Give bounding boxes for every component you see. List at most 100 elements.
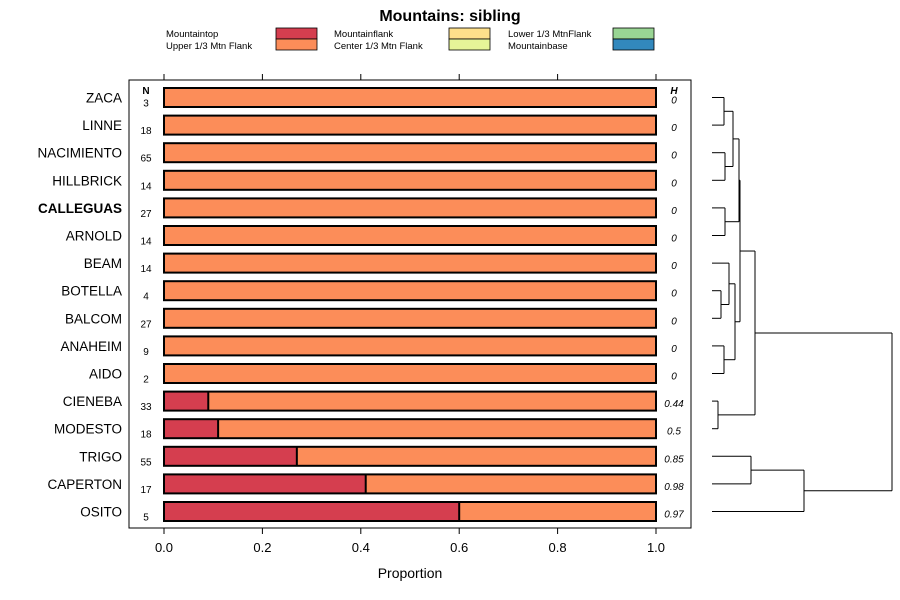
row-label: ANAHEIM: [60, 339, 122, 354]
bar-outline: [163, 225, 657, 246]
n-value: 2: [143, 375, 149, 386]
bar-outline: [163, 473, 657, 495]
row-label: BEAM: [84, 256, 122, 271]
legend-swatch: [448, 27, 491, 40]
h-value: 0: [671, 344, 677, 355]
bar-row: BALCOM 27 0: [65, 307, 677, 330]
legend-swatch: [275, 38, 318, 51]
legend-swatch: [612, 38, 655, 51]
bar-row: ANAHEIM 9 0: [60, 335, 677, 358]
x-axis-title: Proportion: [378, 565, 443, 581]
n-value: 17: [140, 485, 152, 496]
bar-outline: [163, 142, 657, 164]
bar-segment: [164, 281, 656, 301]
bar-outline: [163, 501, 657, 522]
bar-segment: [164, 336, 656, 356]
row-label: NACIMIENTO: [37, 146, 122, 161]
bar-row: LINNE 18 0: [82, 114, 677, 137]
bar-segment: [208, 391, 656, 411]
row-label: BALCOM: [65, 311, 122, 326]
bar-segment: [164, 143, 656, 163]
h-value: 0: [671, 316, 677, 327]
h-value: 0: [671, 372, 677, 383]
bar-segment: [164, 364, 656, 383]
plot-frame: [128, 79, 692, 529]
bar-segment: [164, 419, 219, 439]
h-value: 0.5: [667, 427, 681, 438]
bar-row: BOTELLA 4 0: [61, 280, 677, 303]
n-value: 14: [140, 264, 152, 275]
bar-segment: [365, 474, 656, 494]
row-label: AIDO: [89, 367, 122, 382]
bar-outline: [163, 87, 657, 108]
legend-label: Lower 1/3 MtnFlank: [508, 29, 592, 40]
legend-swatch: [275, 27, 318, 40]
bar-outline: [163, 418, 657, 440]
bar-segment: [164, 253, 656, 273]
legend-swatch: [448, 38, 491, 51]
n-value: 33: [140, 402, 152, 413]
bar-outline: [163, 114, 657, 136]
x-tick-label: 0.2: [253, 540, 271, 555]
n-value: 27: [140, 209, 152, 220]
x-tick-label: 0.6: [450, 540, 468, 555]
bar-segment: [459, 502, 656, 521]
n-value: 65: [140, 154, 152, 165]
bar-row: TRIGO 55 0.85: [79, 445, 684, 468]
h-value: 0: [671, 289, 677, 300]
bar-row: CAPERTON 17 0.98: [47, 473, 684, 496]
bar-row: MODESTO 18 0.5: [54, 418, 681, 441]
bar-outline: [163, 197, 657, 219]
bar-outline: [163, 363, 657, 384]
bar-segment: [218, 419, 656, 439]
x-axis: 0.0 0.2 0.4 0.6 0.8 1.0: [155, 74, 665, 555]
row-label: MODESTO: [54, 422, 122, 437]
h-value: 0: [671, 151, 677, 162]
row-label: HILLBRICK: [52, 173, 122, 188]
bar-outline: [163, 390, 657, 412]
h-value: 0.44: [664, 399, 684, 410]
dendrogram: [712, 97, 893, 512]
row-label: ZACA: [86, 91, 122, 106]
bar-segment: [296, 446, 656, 466]
bar-outline: [163, 169, 657, 191]
n-header: N: [142, 86, 149, 97]
bar-segment: [164, 226, 656, 245]
bar-segment: [164, 502, 460, 521]
n-value: 5: [143, 513, 149, 524]
bar-segment: [164, 170, 656, 190]
legend-label: Mountainflank: [334, 29, 393, 40]
h-value: 0: [671, 206, 677, 217]
h-value: 0.85: [664, 454, 684, 465]
x-tick-label: 0.0: [155, 540, 173, 555]
h-header: H: [670, 86, 678, 97]
bar-row: HILLBRICK 14 0: [52, 169, 677, 192]
row-label: LINNE: [82, 118, 122, 133]
n-value: 3: [143, 99, 149, 110]
row-label: BOTELLA: [61, 284, 122, 299]
legend-label: Upper 1/3 Mtn Flank: [166, 41, 252, 52]
bar-segment: [164, 391, 209, 411]
x-tick-label: 1.0: [647, 540, 665, 555]
n-value: 14: [140, 181, 152, 192]
bar-row: AIDO 2 0: [89, 363, 677, 386]
bar-row: ARNOLD 14 0: [66, 225, 677, 248]
bar-row: ZACA 3 0: [86, 87, 677, 110]
h-value: 0: [671, 234, 677, 245]
row-label: ARNOLD: [66, 229, 123, 244]
bar-outline: [163, 252, 657, 274]
n-value: 18: [140, 430, 152, 441]
legend-label: Mountaintop: [166, 29, 218, 40]
row-label: OSITO: [80, 505, 122, 520]
bar-segment: [164, 198, 656, 218]
row-label: TRIGO: [79, 449, 122, 464]
bar-row: BEAM 14 0: [84, 252, 677, 275]
x-tick-label: 0.8: [549, 540, 567, 555]
bar-segment: [164, 115, 656, 135]
legend-label: Mountainbase: [508, 41, 568, 52]
h-value: 0: [671, 261, 677, 272]
h-value: 0.97: [664, 510, 684, 521]
h-value: 0: [671, 96, 677, 107]
row-label: CIENEBA: [63, 394, 122, 409]
